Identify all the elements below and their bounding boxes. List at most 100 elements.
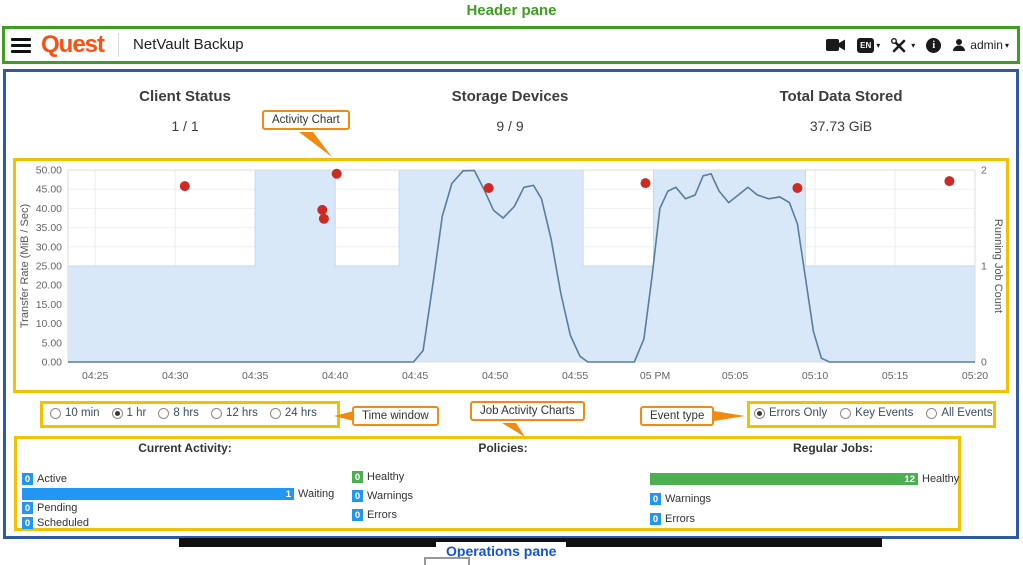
header-bar: Quest NetVault Backup EN ▾ ▾ i admin ▾ bbox=[2, 26, 1020, 64]
radio-time-12-hrs[interactable]: 12 hrs bbox=[210, 407, 258, 419]
radio-time-10-min[interactable]: 10 min bbox=[50, 407, 100, 419]
ops-title-regular-jobs: Regular Jobs: bbox=[792, 441, 874, 455]
menu-icon[interactable] bbox=[11, 37, 31, 53]
info-icon[interactable]: i bbox=[926, 37, 942, 53]
ops-bar[interactable]: 0 bbox=[352, 509, 363, 521]
svg-text:10.00: 10.00 bbox=[36, 318, 62, 330]
quest-logo[interactable]: Quest bbox=[41, 31, 105, 58]
radio-time-8-hrs[interactable]: 8 hrs bbox=[158, 407, 199, 419]
time-window-group: 10 min 1 hr 8 hrs 12 hrs 24 hrs bbox=[50, 407, 317, 419]
svg-text:45.00: 45.00 bbox=[36, 184, 62, 196]
ops-row-current-activity-scheduled: 0 Scheduled bbox=[22, 517, 89, 529]
ops-bar-label: Waiting bbox=[298, 488, 335, 500]
ops-row-regular-jobs-healthy: 12 Healthy bbox=[650, 473, 959, 485]
stat-value: 1 / 1 bbox=[171, 118, 199, 134]
callout-arrow bbox=[334, 411, 354, 421]
ops-bar[interactable]: 0 bbox=[22, 473, 33, 485]
ops-bar-label: Healthy bbox=[367, 471, 405, 483]
language-badge: EN bbox=[857, 37, 875, 53]
svg-text:05:20: 05:20 bbox=[962, 370, 988, 382]
svg-text:0.00: 0.00 bbox=[42, 357, 63, 369]
radio-icon[interactable] bbox=[210, 407, 222, 419]
stat-value: 37.73 GiB bbox=[809, 118, 873, 134]
stat-title: Client Status bbox=[139, 88, 231, 105]
radio-label: 24 hrs bbox=[284, 407, 317, 419]
stat-total-data-stored: Total Data Stored 37.73 GiB bbox=[731, 88, 951, 134]
ops-row-current-activity-active: 0 Active bbox=[22, 473, 67, 485]
radio-label: Errors Only bbox=[769, 407, 828, 419]
radio-icon[interactable] bbox=[926, 407, 938, 419]
user-menu[interactable]: admin ▾ bbox=[952, 38, 1009, 52]
ops-row-regular-jobs-errors: 0 Errors bbox=[650, 513, 695, 525]
radio-icon[interactable] bbox=[111, 407, 123, 419]
radio-icon[interactable] bbox=[269, 407, 281, 419]
callout-arrow bbox=[714, 411, 745, 421]
ops-bar[interactable]: 0 bbox=[352, 471, 363, 483]
ops-bar[interactable]: 12 bbox=[650, 473, 918, 485]
ops-bar[interactable]: 0 bbox=[352, 490, 363, 502]
svg-text:30.00: 30.00 bbox=[36, 241, 62, 253]
radio-event-key-events[interactable]: Key Events bbox=[840, 407, 913, 419]
ops-row-regular-jobs-warnings: 0 Warnings bbox=[650, 493, 711, 505]
svg-text:04:25: 04:25 bbox=[82, 370, 108, 382]
radio-event-errors-only[interactable]: Errors Only bbox=[754, 407, 827, 419]
ops-bar[interactable]: 0 bbox=[650, 513, 661, 525]
chevron-down-icon: ▾ bbox=[911, 40, 916, 50]
radio-icon[interactable] bbox=[50, 407, 61, 419]
callout-arrow bbox=[502, 423, 525, 437]
chevron-down-icon: ▾ bbox=[876, 40, 881, 50]
svg-text:05 PM: 05 PM bbox=[640, 370, 670, 382]
ops-bar[interactable]: 0 bbox=[22, 502, 33, 514]
ops-bar[interactable]: 1 bbox=[22, 488, 294, 500]
svg-text:Transfer Rate (MiB / Sec): Transfer Rate (MiB / Sec) bbox=[19, 204, 31, 328]
svg-text:05:05: 05:05 bbox=[722, 370, 748, 382]
ops-bar-label: Warnings bbox=[367, 490, 414, 502]
svg-text:0: 0 bbox=[981, 357, 987, 369]
svg-text:04:55: 04:55 bbox=[562, 370, 588, 382]
video-camera-icon[interactable] bbox=[826, 38, 846, 52]
radio-time-24-hrs[interactable]: 24 hrs bbox=[269, 407, 317, 419]
svg-text:Running Job Count: Running Job Count bbox=[992, 219, 1004, 313]
ops-row-current-activity-waiting: 1 Waiting bbox=[22, 488, 334, 500]
radio-icon[interactable] bbox=[754, 407, 765, 419]
stat-value: 9 / 9 bbox=[496, 118, 524, 134]
ops-bar[interactable]: 0 bbox=[22, 517, 33, 529]
svg-text:15.00: 15.00 bbox=[36, 299, 62, 311]
language-selector[interactable]: EN ▾ bbox=[857, 37, 881, 53]
radio-label: All Events bbox=[941, 407, 993, 419]
radio-time-1-hr[interactable]: 1 hr bbox=[111, 407, 146, 419]
svg-text:04:50: 04:50 bbox=[482, 370, 508, 382]
svg-text:04:35: 04:35 bbox=[242, 370, 268, 382]
radio-icon[interactable] bbox=[158, 407, 170, 419]
ops-bar-label: Active bbox=[37, 473, 67, 485]
user-name: admin bbox=[970, 38, 1003, 52]
svg-text:2: 2 bbox=[981, 165, 987, 177]
svg-text:04:45: 04:45 bbox=[402, 370, 428, 382]
chevron-down-icon: ▾ bbox=[1004, 40, 1009, 50]
ops-bar[interactable]: 0 bbox=[650, 493, 661, 505]
stat-storage-devices: Storage Devices 9 / 9 bbox=[400, 88, 620, 134]
svg-text:35.00: 35.00 bbox=[36, 222, 62, 234]
annotation-time-window: Time window bbox=[352, 406, 439, 426]
activity-chart-panel: 04:25 04:30 04:35 04:40 04:45 04:50 04:55 05 PM… bbox=[13, 158, 1009, 393]
svg-text:50.00: 50.00 bbox=[36, 165, 62, 177]
radio-event-all-events[interactable]: All Events bbox=[926, 407, 992, 419]
user-icon bbox=[953, 39, 966, 51]
ops-bar-label: Errors bbox=[367, 509, 397, 521]
svg-text:05:10: 05:10 bbox=[802, 370, 828, 382]
svg-text:1: 1 bbox=[981, 261, 987, 273]
app-title: NetVault Backup bbox=[118, 33, 244, 57]
ops-title-current-activity: Current Activity: bbox=[138, 441, 232, 455]
svg-text:04:40: 04:40 bbox=[322, 370, 348, 382]
annotation-header-pane-label: Header pane bbox=[466, 2, 557, 19]
svg-text:05:15: 05:15 bbox=[882, 370, 908, 382]
activity-chart[interactable]: 04:25 04:30 04:35 04:40 04:45 04:50 04:55 05 PM… bbox=[16, 161, 1005, 389]
tools-icon[interactable]: ▾ bbox=[891, 37, 916, 53]
ops-bar-label: Errors bbox=[665, 513, 695, 525]
ops-row-current-activity-pending: 0 Pending bbox=[22, 502, 77, 514]
radio-icon[interactable] bbox=[840, 407, 852, 419]
ops-bar-label: Warnings bbox=[665, 493, 712, 505]
annotation-cut-box bbox=[424, 557, 470, 565]
annotation-activity-chart: Activity Chart bbox=[262, 110, 350, 130]
ops-row-policies-warnings: 0 Warnings bbox=[352, 490, 413, 502]
